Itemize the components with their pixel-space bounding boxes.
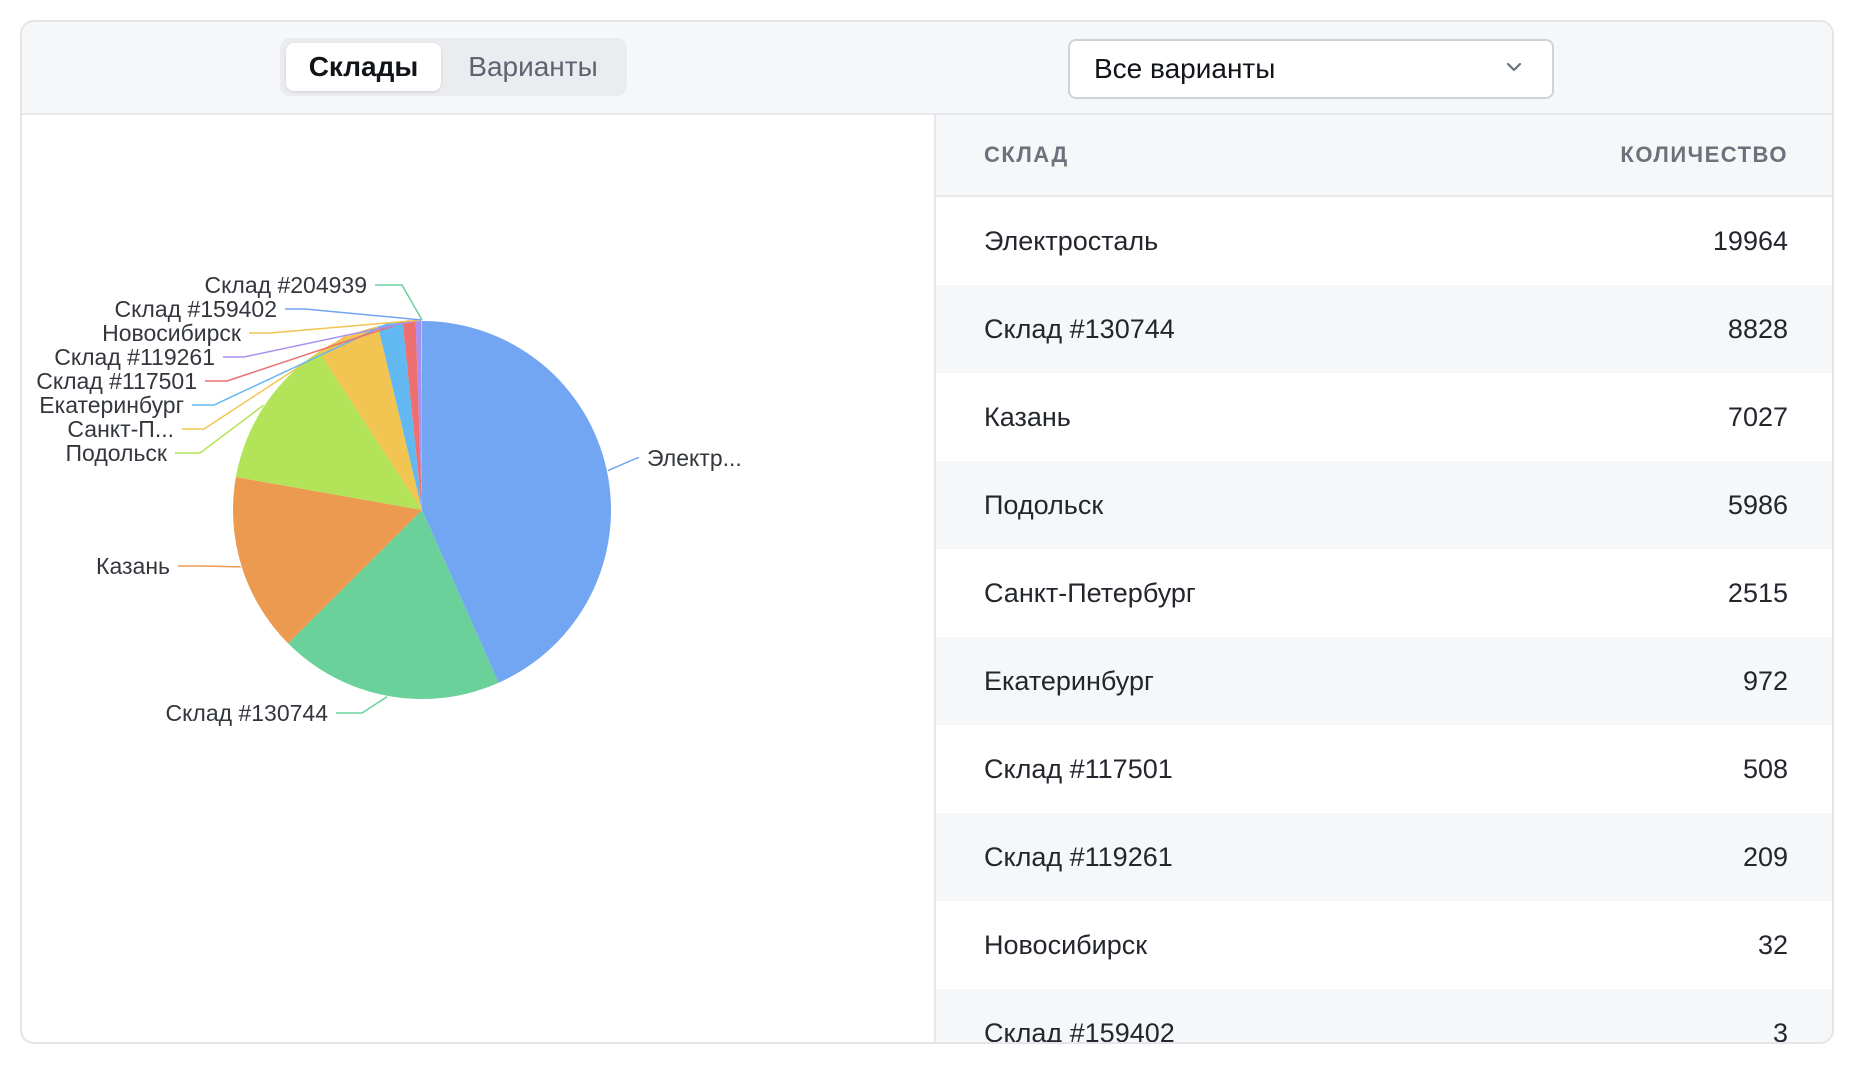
slice-label: Склад #204939 <box>205 272 368 298</box>
warehouse-name: Склад #130744 <box>984 314 1175 344</box>
leader-line <box>182 334 348 430</box>
warehouse-quantity: 3 <box>1772 1018 1788 1044</box>
table-row: Подольск 5986 <box>936 461 1832 549</box>
slice-label: Склад #119261 <box>54 344 215 370</box>
slice-label: Новосибирск <box>102 320 242 346</box>
column-header-quantity: КОЛИЧЕСТВО <box>1620 142 1788 167</box>
table-row: Склад #130744 8828 <box>936 285 1832 373</box>
table-body: Электросталь 19964 Склад #130744 8828 Ка… <box>936 197 1832 1044</box>
leader-line <box>285 308 423 321</box>
pie-slice[interactable] <box>422 321 611 683</box>
slice-label: Подольск <box>66 440 168 466</box>
chevron-down-icon <box>1506 62 1522 72</box>
leader-line <box>607 457 639 472</box>
warehouse-name: Склад #119261 <box>984 842 1173 872</box>
table-row: Склад #119261 209 <box>936 813 1832 901</box>
pie-slice[interactable] <box>288 510 499 699</box>
slice-label: Казань <box>96 553 170 579</box>
table-row: Электросталь 19964 <box>936 197 1832 285</box>
variant-filter-value: Все варианты <box>1094 53 1276 84</box>
warehouse-quantity: 8828 <box>1727 314 1788 344</box>
slice-label: Санкт-П... <box>67 416 174 442</box>
warehouse-name: Подольск <box>984 490 1104 520</box>
tab-variants[interactable]: Варианты <box>468 51 598 82</box>
warehouse-name: Новосибирск <box>984 930 1148 960</box>
warehouse-name: Санкт-Петербург <box>984 578 1196 608</box>
warehouse-quantity: 508 <box>1742 754 1788 784</box>
table-row: Казань 7027 <box>936 373 1832 461</box>
table-row: Санкт-Петербург 2515 <box>936 549 1832 637</box>
leader-line <box>249 319 422 334</box>
warehouse-quantity: 209 <box>1742 842 1788 872</box>
table-row: Новосибирск 32 <box>936 901 1832 989</box>
warehouse-quantity: 972 <box>1742 666 1788 696</box>
pie-chart-panel: Электр... Склад #130744 Казань Подольск Санк… <box>22 115 934 1042</box>
view-switcher: Склады Варианты <box>280 38 627 96</box>
table-row: Екатеринбург 972 <box>936 637 1832 725</box>
column-header-warehouse: СКЛАД <box>984 142 1069 167</box>
pie-slice[interactable] <box>233 477 422 644</box>
leader-line <box>175 404 264 454</box>
warehouse-name: Склад #117501 <box>984 754 1173 784</box>
warehouse-name: Электросталь <box>984 226 1159 256</box>
table-row: Склад #159402 3 <box>936 989 1832 1044</box>
panel-divider <box>934 115 936 1042</box>
warehouse-quantity: 32 <box>1757 930 1788 960</box>
variant-filter-select[interactable]: Все варианты <box>1068 39 1554 99</box>
warehouse-quantity: 19964 <box>1712 226 1788 256</box>
table-header: СКЛАД КОЛИЧЕСТВО <box>936 115 1832 197</box>
warehouse-table: СКЛАД КОЛИЧЕСТВО Электросталь 19964 Скла… <box>936 115 1832 1044</box>
warehouse-quantity: 7027 <box>1727 402 1788 432</box>
leader-line <box>336 696 388 714</box>
warehouse-name: Екатеринбург <box>984 666 1154 696</box>
leader-line <box>375 284 423 321</box>
toolbar: Склады Варианты Все варианты <box>22 22 1832 115</box>
tab-warehouses[interactable]: Склады <box>286 43 441 91</box>
table-row: Склад #117501 508 <box>936 725 1832 813</box>
warehouse-name: Казань <box>984 402 1071 432</box>
slice-label: Склад #130744 <box>166 700 329 726</box>
slice-label: Склад #159402 <box>115 296 278 322</box>
warehouse-name: Склад #159402 <box>984 1018 1175 1044</box>
slice-label: Екатеринбург <box>39 392 184 418</box>
leader-line <box>223 319 419 358</box>
pie-slice[interactable] <box>318 326 422 510</box>
pie-slice[interactable] <box>402 321 422 510</box>
leader-line <box>192 322 391 406</box>
leader-line <box>178 565 241 568</box>
slice-label: Склад #117501 <box>36 368 197 394</box>
warehouse-quantity: 5986 <box>1727 490 1788 520</box>
warehouse-stock-card: Склады Варианты Все варианты Электр... Ск… <box>20 20 1834 1044</box>
warehouse-pie-chart: Электр... Склад #130744 Казань ПодольскСанк… <box>36 272 742 726</box>
pie-slice[interactable] <box>235 351 422 510</box>
pie-slice[interactable] <box>421 321 422 510</box>
warehouse-quantity: 2515 <box>1727 578 1788 608</box>
leader-line <box>205 319 410 382</box>
pie-slice[interactable] <box>377 321 422 510</box>
pie-slice[interactable] <box>415 321 422 510</box>
slice-label: Электр... <box>647 445 742 471</box>
